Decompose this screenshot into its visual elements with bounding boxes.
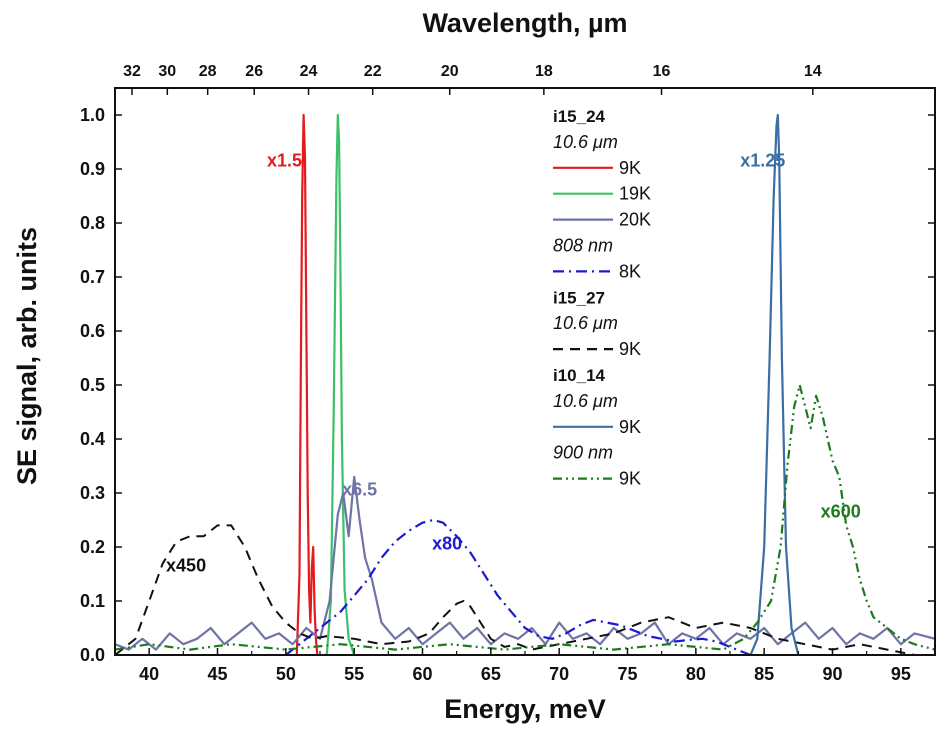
scale-annotation: x6.5	[342, 480, 377, 500]
y-tick-label: 1.0	[80, 105, 105, 125]
x-tick-label: 90	[822, 664, 842, 684]
y-tick-label: 0.0	[80, 645, 105, 665]
y-tick-label: 0.6	[80, 321, 105, 341]
legend-excitation-label: 900 nm	[553, 443, 613, 463]
scale-annotation: x80	[432, 534, 462, 554]
top-tick-label: 18	[535, 63, 553, 80]
x-tick-label: 60	[412, 664, 432, 684]
legend-excitation-label: 10.6 μm	[553, 391, 618, 411]
x-tick-label: 75	[617, 664, 637, 684]
legend-sample-header: i10_14	[553, 366, 606, 385]
plot-frame	[114, 87, 936, 656]
legend-entry-label: 9K	[619, 417, 641, 437]
y-tick-label: 0.4	[80, 429, 105, 449]
y-tick-label: 0.9	[80, 159, 105, 179]
x-tick-label: 45	[207, 664, 227, 684]
top-tick-label: 16	[653, 63, 671, 80]
series-line-s6	[749, 113, 800, 655]
series-line-s1	[295, 113, 319, 655]
legend-excitation-label: 808 nm	[553, 236, 613, 256]
series-line-s7	[115, 383, 935, 651]
x-axis-title: Energy, meV	[444, 694, 606, 724]
legend-entry-label: 9K	[619, 339, 641, 359]
annotation-layer: x1.5 x6.5 x80 x450 x1.25 x600	[166, 150, 861, 575]
scale-annotation: x600	[821, 501, 861, 521]
y-tick-label: 0.8	[80, 213, 105, 233]
series-line-s2	[325, 113, 356, 655]
scale-annotation: x1.5	[267, 150, 302, 170]
top-axis-title: Wavelength, µm	[422, 8, 627, 38]
series-layer	[115, 113, 935, 655]
series-line-s3	[115, 475, 935, 651]
top-tick-label: 24	[300, 63, 318, 80]
top-tick-label: 28	[199, 63, 217, 80]
legend-excitation-label: 10.6 μm	[553, 132, 618, 152]
top-tick-label: 30	[158, 63, 176, 80]
legend-sample-header: i15_24	[553, 107, 606, 126]
legend-excitation-label: 10.6 μm	[553, 313, 618, 333]
scale-annotation: x1.25	[740, 150, 785, 170]
legend-entry-label: 19K	[619, 184, 651, 204]
series-line-s4	[285, 518, 751, 655]
axes-layer: 40 45 50 55 60 65 70 75 80 85 90 95 0.0 0.1 0.2 0.3 0.4 0…	[80, 63, 936, 684]
x-tick-label: 80	[686, 664, 706, 684]
y-tick-label: 0.7	[80, 267, 105, 287]
top-tick-label: 26	[245, 63, 263, 80]
series-line-s5	[115, 524, 935, 655]
scale-annotation: x450	[166, 555, 206, 575]
top-tick-label: 22	[364, 63, 382, 80]
y-tick-label: 0.1	[80, 591, 105, 611]
top-tick-label: 20	[441, 63, 459, 80]
x-tick-label: 40	[139, 664, 159, 684]
x-tick-label: 70	[549, 664, 569, 684]
y-tick-label: 0.5	[80, 375, 105, 395]
x-tick-label: 50	[276, 664, 296, 684]
x-tick-label: 95	[891, 664, 911, 684]
x-tick-label: 85	[754, 664, 774, 684]
y-tick-label: 0.3	[80, 483, 105, 503]
top-tick-label: 32	[123, 63, 141, 80]
y-axis-title: SE signal, arb. units	[12, 227, 42, 485]
x-tick-label: 65	[481, 664, 501, 684]
legend-entry-label: 8K	[619, 261, 641, 281]
legend-sample-header: i15_27	[553, 288, 605, 307]
top-tick-label: 14	[804, 63, 822, 80]
y-tick-label: 0.2	[80, 537, 105, 557]
legend-entry-label: 9K	[619, 158, 641, 178]
legend-entry-label: 9K	[619, 469, 641, 489]
x-tick-label: 55	[344, 664, 364, 684]
legend-entry-label: 20K	[619, 210, 651, 230]
